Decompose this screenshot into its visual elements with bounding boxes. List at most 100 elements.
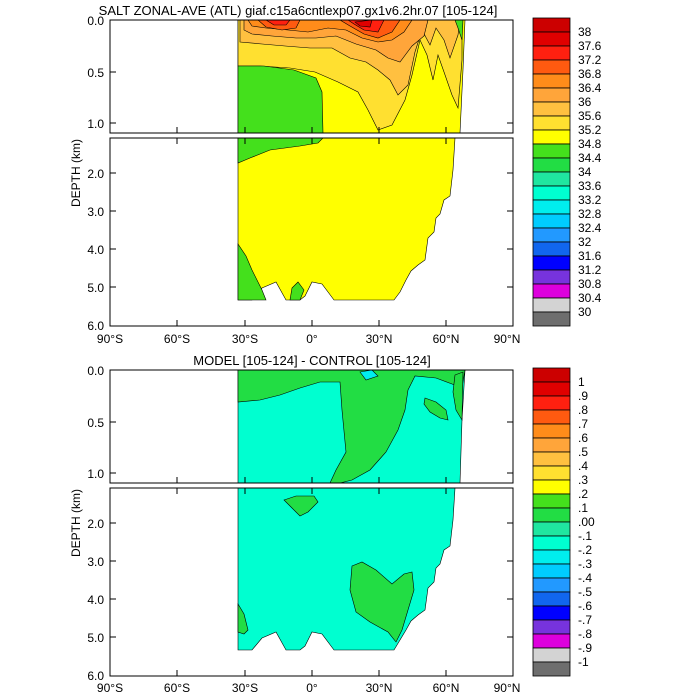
salt-colorbar-label: 33.2 bbox=[578, 193, 602, 207]
salt-colorbar-swatch bbox=[532, 87, 571, 103]
diff-colorbar-swatch bbox=[532, 591, 571, 607]
diff-ytick-label: 4.0 bbox=[87, 593, 104, 607]
salt-xtick-label: 30°N bbox=[366, 332, 393, 346]
salt-colorbar-swatch bbox=[532, 199, 571, 215]
diff-ytick-label: 0.5 bbox=[87, 416, 104, 430]
salt-colorbar-label: 35.2 bbox=[578, 123, 602, 137]
diff-xtick-label: 30°N bbox=[366, 681, 393, 695]
salt-colorbar-label: 30.4 bbox=[578, 291, 602, 305]
salt-colorbar-swatch bbox=[532, 73, 571, 89]
diff-colorbar-swatch bbox=[532, 367, 571, 383]
salt-colorbar-swatch bbox=[532, 31, 571, 47]
diff-colorbar-label: -.9 bbox=[578, 641, 592, 655]
diff-ytick-label: 2.0 bbox=[87, 517, 104, 531]
salt-colorbar-label: 36.8 bbox=[578, 67, 602, 81]
salt-upper-field bbox=[237, 20, 466, 133]
diff-colorbar-swatch bbox=[532, 479, 571, 495]
diff-xtick-label: 60°S bbox=[164, 681, 190, 695]
salt-xtick-label: 90°N bbox=[494, 332, 521, 346]
diff-neg-surface bbox=[359, 370, 379, 381]
diff-colorbar-label: .7 bbox=[578, 417, 588, 431]
diff-colorbar-swatch bbox=[532, 661, 571, 677]
diff-colorbar-swatch bbox=[532, 381, 571, 397]
salt-ytick-label: 4.0 bbox=[87, 243, 104, 257]
salt-ytick-label: 3.0 bbox=[87, 205, 104, 219]
diff-pos-surface bbox=[237, 370, 466, 483]
diff-lower-field bbox=[237, 488, 456, 651]
salt-contour-37-2 bbox=[265, 20, 385, 33]
diff-colorbar-label: -.7 bbox=[578, 613, 592, 627]
salt-panel: SALT ZONAL-AVE (ATL) giaf.c15a6cntlexp07… bbox=[69, 3, 602, 346]
salt-colorbar-swatch bbox=[532, 143, 571, 159]
diff-colorbar-swatch bbox=[532, 465, 571, 481]
diff-colorbar-label: -.4 bbox=[578, 571, 592, 585]
salt-colorbar-swatch bbox=[532, 311, 571, 327]
salt-colorbar-label: 32 bbox=[578, 235, 592, 249]
salt-xtick-label: 30°S bbox=[232, 332, 258, 346]
salt-aaiw-lower bbox=[237, 138, 324, 164]
salt-colorbar-swatch bbox=[532, 297, 571, 313]
diff-colorbar-swatch bbox=[532, 437, 571, 453]
salt-colorbar-label: 33.6 bbox=[578, 179, 602, 193]
salt-colorbar-swatch bbox=[532, 101, 571, 117]
diff-colorbar-swatch bbox=[532, 605, 571, 621]
salt-colorbar-swatch bbox=[532, 129, 571, 145]
salt-xtick-label: 90°S bbox=[97, 332, 123, 346]
salt-colorbar-swatch bbox=[532, 157, 571, 173]
salt-colorbar-swatch bbox=[532, 185, 571, 201]
salt-colorbar-label: 31.6 bbox=[578, 249, 602, 263]
salt-ytick-label: 6.0 bbox=[87, 319, 104, 333]
salt-y-ticks bbox=[110, 19, 513, 288]
salt-colorbar: 3837.637.236.836.43635.635.234.834.43433… bbox=[532, 17, 602, 327]
salt-colorbar-label: 30.8 bbox=[578, 277, 602, 291]
diff-ytick-label: 5.0 bbox=[87, 631, 104, 645]
diff-pos-blob-deep bbox=[349, 561, 415, 643]
salt-colorbar-swatch bbox=[532, 45, 571, 61]
diff-colorbar-swatch bbox=[532, 549, 571, 565]
diff-colorbar-label: -.2 bbox=[578, 543, 592, 557]
diff-deep-base bbox=[237, 488, 456, 651]
diff-xtick-label: 30°S bbox=[232, 681, 258, 695]
diff-xtick-label: 90°N bbox=[494, 681, 521, 695]
diff-colorbar-label: .9 bbox=[578, 389, 588, 403]
salt-colorbar-swatch bbox=[532, 59, 571, 75]
diff-colorbar-label: .4 bbox=[578, 459, 588, 473]
diff-colorbar-swatch bbox=[532, 507, 571, 523]
salt-colorbar-label: 32.4 bbox=[578, 221, 602, 235]
diff-colorbar: 1.9.8.7.6.5.4.3.2.1.00-.1-.2-.3-.4-.5-.6… bbox=[532, 367, 595, 677]
salt-ytick-label: 2.0 bbox=[87, 167, 104, 181]
diff-colorbar-swatch bbox=[532, 633, 571, 649]
diff-colorbar-swatch bbox=[532, 577, 571, 593]
salt-fresh-nw bbox=[454, 20, 464, 41]
diff-colorbar-swatch bbox=[532, 535, 571, 551]
diff-colorbar-swatch bbox=[532, 521, 571, 537]
diff-panel: MODEL [105-124] - CONTROL [105-124] 0.0 … bbox=[69, 353, 595, 695]
diff-colorbar-label: 1 bbox=[578, 375, 585, 389]
diff-colorbar-label: .5 bbox=[578, 445, 588, 459]
diff-upper-field bbox=[237, 370, 466, 483]
salt-colorbar-label: 34.4 bbox=[578, 151, 602, 165]
diff-ytick-label: 6.0 bbox=[87, 669, 104, 683]
diff-colorbar-label: -.1 bbox=[578, 529, 592, 543]
salt-xtick-label: 60°S bbox=[164, 332, 190, 346]
diff-pos-blob-mid bbox=[283, 495, 319, 517]
salt-ytick-label: 0.5 bbox=[87, 66, 104, 80]
diff-colorbar-label: -1 bbox=[578, 655, 589, 669]
diff-colorbar-swatch bbox=[532, 409, 571, 425]
salt-colorbar-label: 36.4 bbox=[578, 81, 602, 95]
salt-colorbar-swatch bbox=[532, 241, 571, 257]
diff-colorbar-swatch bbox=[532, 493, 571, 509]
diff-colorbar-label: .2 bbox=[578, 487, 588, 501]
diff-colorbar-swatch bbox=[532, 395, 571, 411]
diff-ytick-label: 0.0 bbox=[87, 364, 104, 378]
diff-xtick-label: 0° bbox=[306, 681, 318, 695]
salt-panel-title: SALT ZONAL-AVE (ATL) giaf.c15a6cntlexp07… bbox=[99, 3, 498, 18]
salt-colorbar-label: 37.2 bbox=[578, 53, 602, 67]
salt-deep-base bbox=[237, 138, 456, 301]
salt-colorbar-label: 31.2 bbox=[578, 263, 602, 277]
salt-contour-37-6 bbox=[354, 20, 373, 28]
salt-xtick-label: 0° bbox=[306, 332, 318, 346]
diff-colorbar-label: .8 bbox=[578, 403, 588, 417]
diff-colorbar-label: .3 bbox=[578, 473, 588, 487]
diff-colorbar-swatch bbox=[532, 619, 571, 635]
